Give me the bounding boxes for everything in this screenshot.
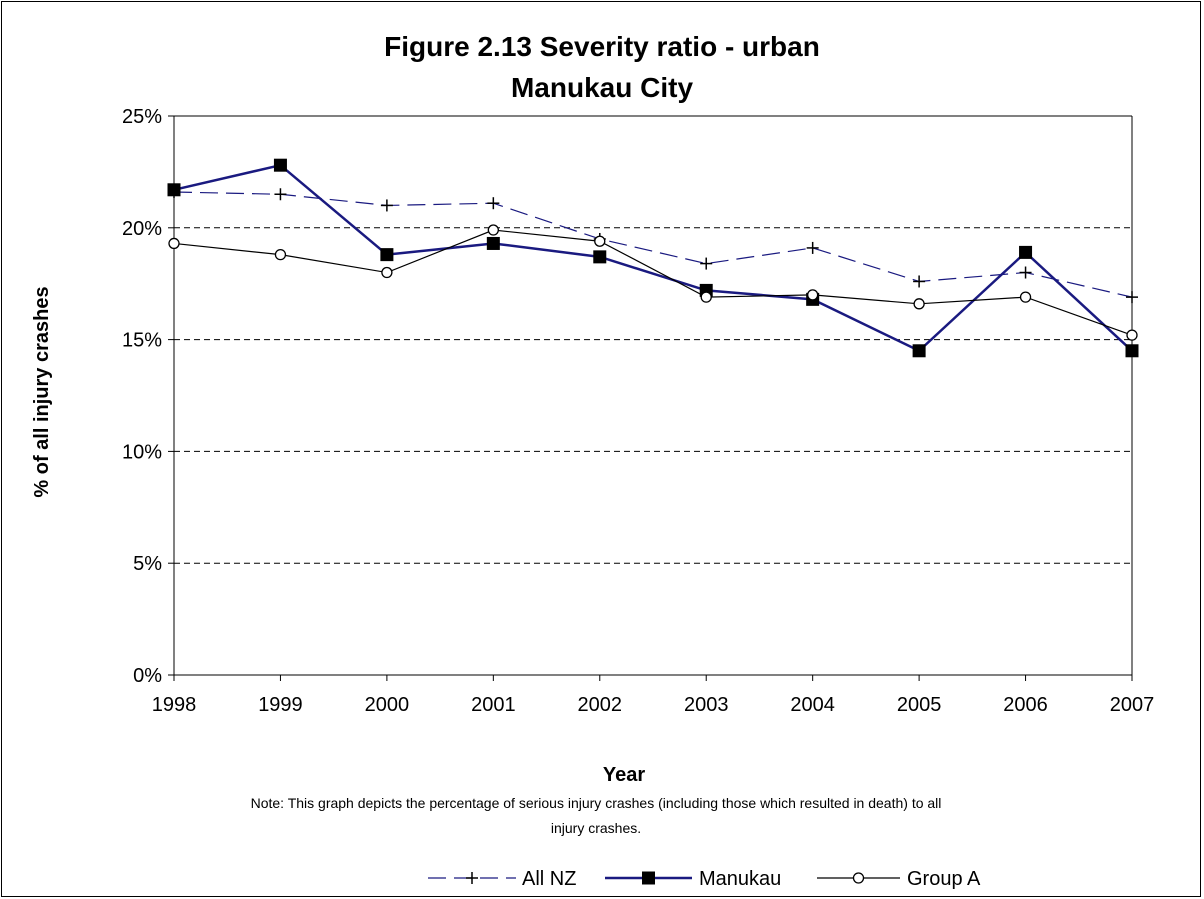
legend-marker: [852, 872, 865, 884]
plot-grid: [174, 115, 1132, 564]
y-axis-label: % of all injury crashes: [31, 286, 53, 497]
x-tick-label: 2003: [684, 694, 729, 716]
data-point: [1126, 291, 1138, 304]
data-point: [168, 237, 180, 250]
plot-axes: [168, 115, 1133, 681]
legend-label: Group A: [907, 868, 981, 890]
series-manukau: [167, 158, 1139, 358]
legend-item: All NZ: [428, 868, 576, 890]
series-line: [173, 191, 1133, 298]
y-tick-labels: 0% 5% 10% 15% 20% 25%: [122, 106, 162, 687]
x-tick-label: 1998: [152, 694, 197, 716]
x-tick-label: 2000: [365, 694, 410, 716]
series-line: [173, 163, 1133, 353]
data-point: [380, 199, 393, 212]
legend: All NZ Manukau Group A: [428, 868, 981, 890]
x-axis-label: Year: [603, 764, 645, 786]
legend-marker: [466, 872, 478, 884]
data-point: [806, 241, 819, 254]
data-point: [167, 183, 181, 197]
x-tick-label: 2004: [790, 694, 835, 716]
series-all-nz: [168, 186, 1138, 304]
y-tick-label: 25%: [122, 106, 162, 128]
chart-subtitle: Manukau City: [511, 72, 693, 103]
data-point: [913, 275, 926, 288]
x-tick-label: 2001: [471, 694, 516, 716]
data-point: [1126, 329, 1138, 341]
legend-label: Manukau: [699, 868, 781, 890]
legend-item: Group A: [817, 868, 981, 890]
x-tick-label: 2002: [578, 694, 623, 716]
data-point: [380, 248, 394, 262]
data-point: [487, 197, 500, 210]
data-point: [807, 289, 819, 301]
legend-item: Manukau: [605, 868, 781, 890]
x-tick-labels: 1998 1999 2000 2001 2002 2003 2004 2005 2006 2007: [152, 694, 1155, 716]
y-tick-label: 5%: [133, 553, 162, 575]
data-point: [486, 236, 500, 250]
data-point: [273, 158, 287, 172]
series-layer: [167, 158, 1139, 358]
x-tick-label: 2005: [897, 694, 942, 716]
y-tick-label: 20%: [122, 218, 162, 240]
note-line-2: injury crashes.: [551, 820, 641, 836]
data-point: [274, 188, 287, 201]
data-point: [594, 235, 606, 247]
note-line-1: Note: This graph depicts the percentage …: [251, 795, 942, 811]
y-tick-label: 0%: [133, 665, 162, 687]
data-point: [1019, 291, 1032, 303]
data-point: [913, 298, 925, 310]
data-point: [700, 291, 712, 303]
data-point: [1019, 245, 1033, 259]
data-point: [912, 344, 926, 358]
y-tick-label: 10%: [122, 441, 162, 463]
data-point: [1125, 344, 1139, 358]
data-point: [381, 266, 393, 279]
x-tick-label: 2006: [1003, 694, 1048, 716]
x-tick-label: 2007: [1110, 694, 1155, 716]
x-tick-label: 1999: [258, 694, 303, 716]
legend-label: All NZ: [522, 868, 576, 890]
series-group-a: [168, 224, 1138, 341]
data-point: [1019, 266, 1032, 279]
data-point: [593, 250, 607, 264]
data-point: [487, 224, 499, 236]
legend-marker: [642, 871, 655, 885]
y-tick-label: 15%: [122, 330, 162, 352]
chart-title: Figure 2.13 Severity ratio - urban: [384, 31, 820, 62]
data-point: [700, 257, 713, 270]
data-point: [274, 248, 287, 261]
series-line: [173, 229, 1133, 336]
